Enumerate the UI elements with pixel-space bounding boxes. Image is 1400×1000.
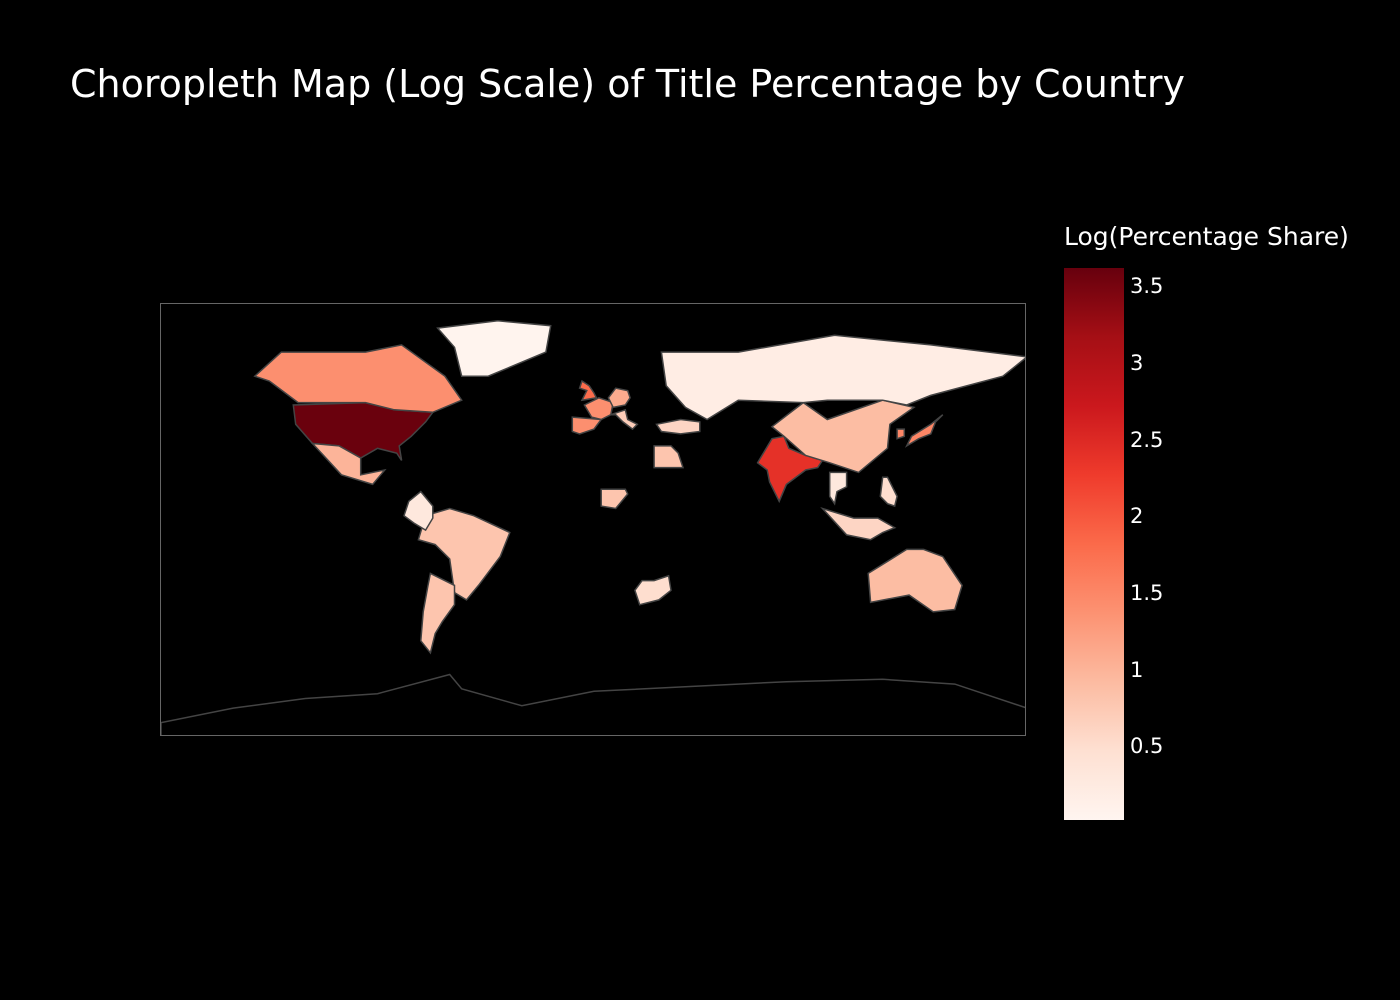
region-france[interactable] <box>583 396 615 421</box>
antarctica-outline <box>161 673 1025 735</box>
region-united-kingdom[interactable] <box>578 379 598 402</box>
colorbar-tick: 0.5 <box>1130 734 1164 759</box>
map-frame[interactable] <box>160 303 1026 736</box>
region-indonesia[interactable] <box>820 506 897 541</box>
colorbar-tick: 2.5 <box>1130 427 1164 452</box>
region-china[interactable] <box>770 399 916 474</box>
region-australia[interactable] <box>867 548 963 613</box>
region-italy[interactable] <box>610 408 639 431</box>
region-germany[interactable] <box>607 387 631 409</box>
region-greenland[interactable] <box>436 320 552 377</box>
world-map[interactable] <box>161 304 1026 736</box>
region-argentina[interactable] <box>420 572 456 655</box>
colorbar-tick: 1.5 <box>1130 581 1164 606</box>
colorbar-tick: 2 <box>1130 504 1144 529</box>
region-egypt[interactable] <box>653 445 685 469</box>
colorbar-tick: 3.5 <box>1130 274 1164 299</box>
region-nigeria[interactable] <box>600 488 629 510</box>
region-canada[interactable] <box>253 344 463 414</box>
colorbar-title: Log(Percentage Share) <box>1064 222 1349 251</box>
region-south-korea[interactable] <box>896 428 906 440</box>
region-south-africa[interactable] <box>634 574 672 606</box>
colorbar-tick: 3 <box>1130 351 1144 376</box>
colorbar <box>1064 268 1124 820</box>
region-thailand[interactable] <box>828 471 848 506</box>
region-spain[interactable] <box>571 416 603 435</box>
region-russia[interactable] <box>660 334 1026 421</box>
region-turkey[interactable] <box>655 418 701 435</box>
region-colombia[interactable] <box>403 490 434 532</box>
region-philippines[interactable] <box>879 476 898 508</box>
colorbar-tick: 1 <box>1130 657 1144 682</box>
region-brazil[interactable] <box>417 507 511 601</box>
region-japan[interactable] <box>904 414 944 448</box>
region-mexico[interactable] <box>310 442 387 486</box>
chart-title: Choropleth Map (Log Scale) of Title Perc… <box>70 62 1185 106</box>
